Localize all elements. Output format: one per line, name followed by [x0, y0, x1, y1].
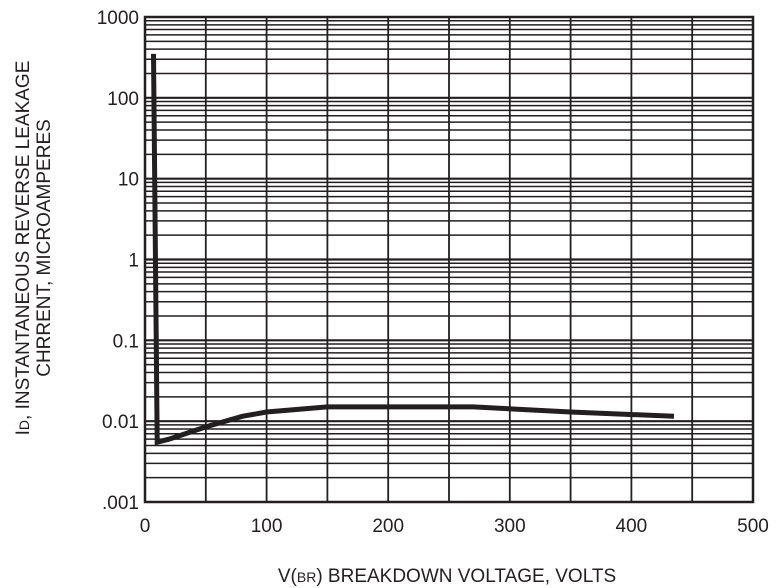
plot-frame: [143, 15, 755, 504]
leakage-curve: [151, 53, 675, 446]
x-axis-label-subscript: BR: [297, 569, 316, 585]
x-tick-label: 300: [494, 516, 526, 537]
y-tick-label: 100: [107, 89, 139, 110]
y-axis-label-line2: CHRRENT, MICROAMPERES: [34, 119, 55, 377]
x-tick-label: 0: [140, 516, 151, 537]
y-tick-label: 0.01: [102, 412, 139, 433]
y-tick-label: 10: [118, 170, 139, 191]
x-tick-label: 200: [372, 516, 404, 537]
y-tick-label: 1: [128, 251, 139, 272]
x-tick-labels: 0 100 200 300 400 500: [140, 516, 769, 537]
y-axis-label: ID, INSTANTANEOUS REVERSE LEAKAGE CHRREN…: [13, 61, 55, 436]
y-tick-label: 0.1: [113, 331, 139, 352]
x-axis-label: V(BR) BREAKDOWN VOLTAGE, VOLTS: [278, 566, 616, 587]
grid-lines: [145, 17, 753, 502]
x-tick-label: 500: [737, 516, 769, 537]
y-tick-label: .001: [102, 493, 139, 514]
y-tick-label: 1000: [97, 8, 139, 29]
x-tick-label: 400: [616, 516, 648, 537]
y-tick-labels: .001 0.01 0.1 1 10 100 1000: [97, 8, 139, 514]
x-tick-label: 100: [251, 516, 283, 537]
y-axis-label-subscript: D: [16, 420, 32, 430]
y-axis-label-line1: ID, INSTANTANEOUS REVERSE LEAKAGE: [13, 61, 34, 436]
